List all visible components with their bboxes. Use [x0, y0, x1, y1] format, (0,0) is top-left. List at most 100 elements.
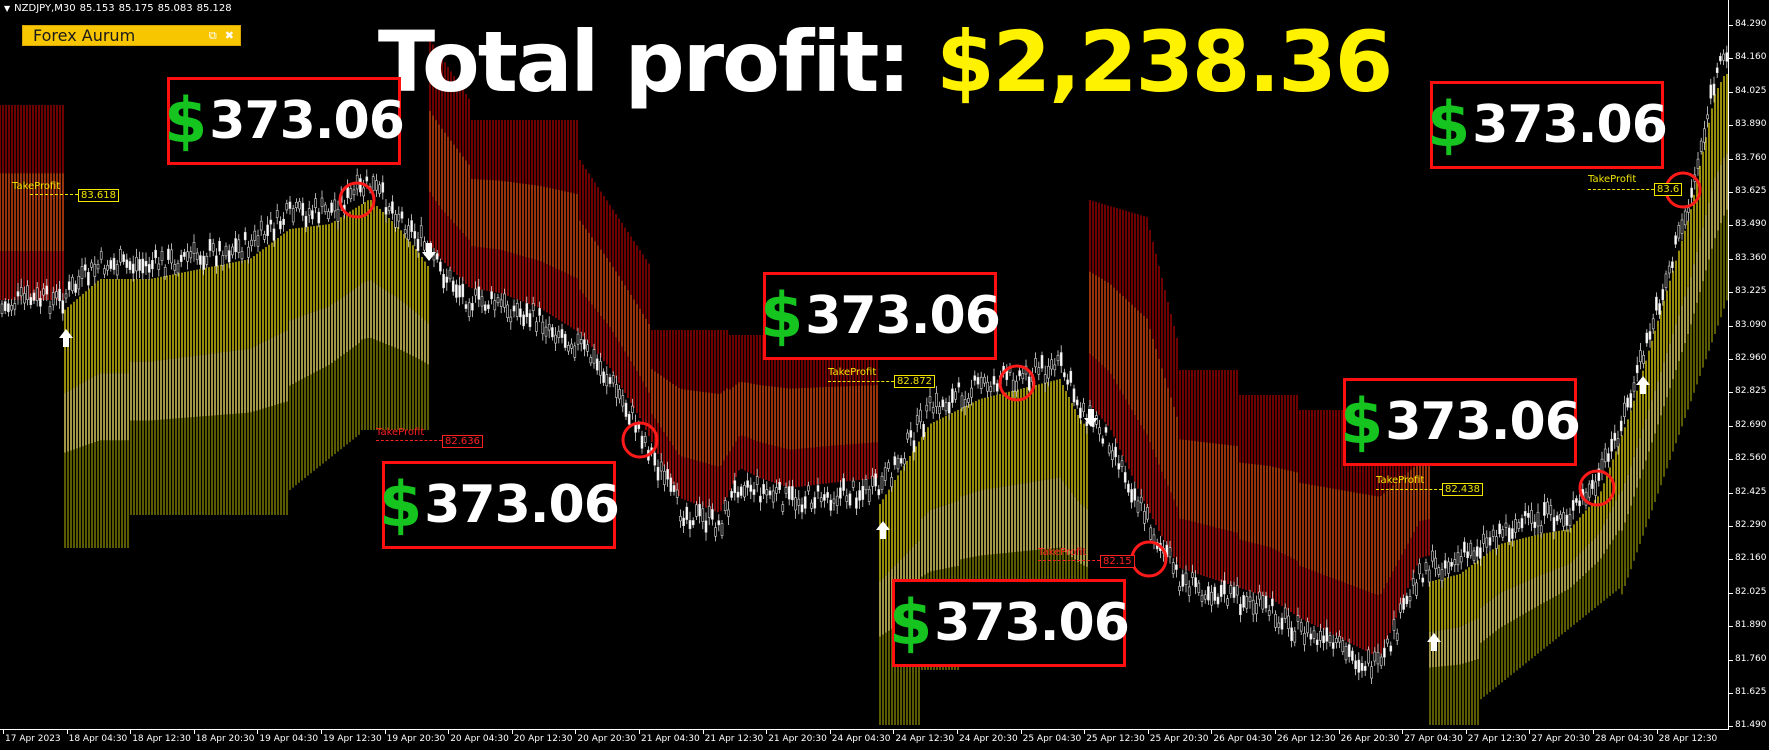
candle-body [93, 263, 97, 277]
candle-body [400, 211, 404, 219]
candle-body [688, 520, 692, 529]
candle-body [1277, 622, 1281, 628]
candle-body [832, 498, 836, 504]
arrow-up-icon [876, 521, 890, 539]
candle-body [416, 238, 420, 251]
close-icon[interactable]: ✖ [224, 28, 234, 42]
candle-body [112, 257, 116, 270]
candle-body [179, 254, 183, 262]
candle-body [48, 306, 52, 314]
candle-body [1562, 512, 1565, 527]
candle-body [698, 503, 701, 517]
candle-body [1229, 585, 1233, 595]
price-tick-label: 81.890 [1735, 620, 1767, 631]
candle-body [1674, 235, 1677, 245]
candle-body [1687, 207, 1690, 213]
candle-body [205, 255, 209, 265]
candle-body [1655, 296, 1658, 311]
candle-body [1239, 603, 1242, 616]
candle-body [995, 383, 999, 392]
candle-body [74, 283, 77, 293]
candle-body [765, 489, 769, 496]
price-tick-label: 84.025 [1735, 85, 1767, 96]
candle-body [365, 176, 369, 182]
take-profit-label: TakeProfit [1376, 475, 1425, 486]
candle-body [931, 407, 935, 414]
window-menu-icon[interactable]: ▼ [4, 4, 11, 13]
candle-body [1648, 331, 1652, 340]
candle-body [912, 440, 916, 453]
candle-body [938, 406, 941, 415]
take-profit-price: 82.438 [1442, 483, 1483, 496]
candle-body [522, 314, 525, 327]
time-tick-label: 24 Apr 20:30 [959, 734, 1018, 744]
candle-body [947, 402, 951, 414]
candle-body [743, 485, 746, 498]
candle-body [183, 251, 186, 257]
candle-body [1667, 265, 1671, 274]
candle-body [1479, 547, 1482, 559]
candle-body [1082, 402, 1085, 412]
profit-box: $ 373.06 [1340, 378, 1581, 466]
candle-body [768, 490, 772, 496]
candle-body [375, 180, 378, 191]
time-tick-label: 26 Apr 04:30 [1213, 734, 1273, 744]
candle-body [1210, 591, 1213, 606]
candle-body [323, 204, 327, 213]
signal-circle-icon [1130, 540, 1168, 578]
candle-body [1037, 367, 1041, 375]
candle-body [211, 243, 215, 252]
candle-body [1114, 446, 1117, 458]
candle-body [1594, 481, 1597, 496]
price-tick [1729, 258, 1733, 260]
candle-body [1482, 533, 1485, 544]
candle-body [599, 361, 602, 376]
candle-body [1719, 55, 1722, 62]
candle-body [762, 484, 765, 495]
price-tick [1729, 526, 1733, 527]
candle-body [903, 458, 906, 465]
time-tick-label: 28 Apr 12:30 [1658, 734, 1718, 744]
price-tick-label: 82.825 [1735, 386, 1767, 397]
candle-body [1171, 562, 1175, 574]
time-axis[interactable]: 17 Apr 2023 18 Apr 04:30 18 Apr 12:30 18 Ap… [0, 729, 1729, 750]
candle-body [1661, 289, 1665, 301]
candle-body [1645, 332, 1649, 344]
candle-body [640, 435, 644, 449]
candle-body [695, 504, 698, 517]
time-tick [702, 730, 704, 734]
candle-body [1120, 460, 1124, 467]
candle-body [480, 296, 484, 307]
candle-body [570, 343, 573, 349]
candle-body [1440, 569, 1444, 582]
candle-body [736, 491, 740, 498]
candle-body [1616, 438, 1620, 448]
candle-body [45, 285, 49, 295]
candle-body [1287, 615, 1290, 629]
candle-body [621, 395, 625, 407]
time-tick-label: 26 Apr 12:30 [1277, 734, 1336, 744]
candle-body [131, 263, 135, 274]
candle-body [739, 486, 743, 496]
candle-body [509, 316, 513, 323]
indicator-panel[interactable]: Forex Aurum ⧉ ✖ [22, 25, 241, 46]
candle-body [906, 432, 909, 440]
time-tick [193, 730, 195, 734]
candle-body [1408, 596, 1412, 602]
candle-body [1495, 536, 1498, 549]
candle-body [1549, 505, 1553, 515]
candle-body [1043, 374, 1047, 384]
price-scale[interactable]: 84.290 84.160 84.025 83.890 83.760 83.625 83.4… [1728, 0, 1769, 730]
candle-body [1133, 488, 1137, 501]
candle-body [1175, 564, 1178, 570]
candle-body [877, 489, 881, 496]
candle-body [1415, 582, 1418, 596]
candle-body [1527, 513, 1530, 518]
candle-body [58, 288, 61, 302]
restore-icon[interactable]: ⧉ [208, 28, 217, 42]
price-tick [1729, 726, 1733, 728]
candle-body [221, 255, 225, 266]
candle-body [23, 293, 26, 304]
